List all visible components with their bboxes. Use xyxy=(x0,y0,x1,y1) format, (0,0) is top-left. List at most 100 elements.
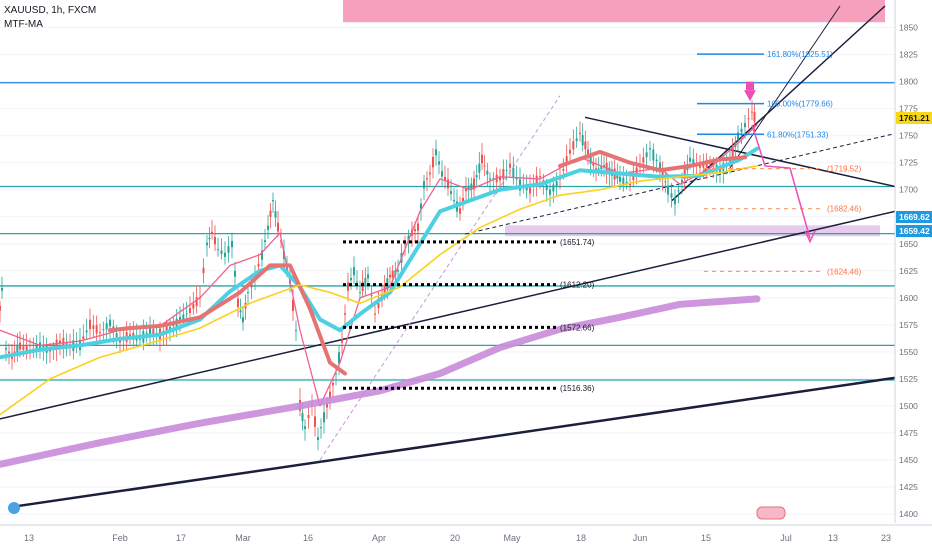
candle-body xyxy=(102,329,105,331)
candle-body xyxy=(689,157,691,162)
candle-body xyxy=(426,178,428,180)
candle-body xyxy=(359,292,361,294)
candle-body xyxy=(182,314,185,320)
candle-body xyxy=(344,313,346,315)
candle-body xyxy=(470,183,473,190)
candle-body xyxy=(224,252,226,257)
candle-body xyxy=(473,178,475,190)
candle-body xyxy=(35,346,38,350)
candle-body xyxy=(269,210,272,217)
price-tick-label: 1625 xyxy=(899,266,918,276)
candle-body xyxy=(719,168,721,173)
candle-body xyxy=(195,297,198,307)
price-tick-label: 1725 xyxy=(899,158,918,168)
candle-body xyxy=(19,342,21,350)
candle-body xyxy=(1,287,3,291)
candle-body xyxy=(549,189,551,195)
candle-body xyxy=(85,330,88,333)
time-tick-label: Jul xyxy=(780,533,792,543)
channel-line xyxy=(729,5,841,169)
time-tick-label: May xyxy=(503,533,521,543)
candle-body xyxy=(740,128,743,133)
projection-path xyxy=(751,124,811,239)
candle-body xyxy=(326,403,328,408)
candle-body xyxy=(447,179,449,189)
price-tick-label: 1500 xyxy=(899,401,918,411)
candle-body xyxy=(417,223,419,231)
dotted-level-label: (1572.66) xyxy=(560,323,595,332)
candle-body xyxy=(389,274,391,278)
candle-body xyxy=(185,313,188,315)
candle-body xyxy=(481,154,483,164)
candle-body xyxy=(261,250,263,260)
candle-body xyxy=(165,326,168,334)
candle-body xyxy=(304,426,306,430)
candle-body xyxy=(751,111,753,113)
candle-body xyxy=(189,308,191,313)
candle-body xyxy=(429,172,431,175)
candle-body xyxy=(169,326,171,330)
target-level-label: (1719.52) xyxy=(827,165,862,174)
candle-body xyxy=(82,336,85,339)
candle-body xyxy=(589,153,592,164)
candle-body xyxy=(465,187,467,192)
candle-body xyxy=(317,437,319,440)
candle-body xyxy=(397,270,399,272)
candle-body xyxy=(341,339,343,343)
fib-level-label: 161.80%(1825.51) xyxy=(767,50,833,59)
target-level-label: (1682.46) xyxy=(827,205,862,214)
candle-body xyxy=(115,333,118,338)
price-tick-label: 1600 xyxy=(899,293,918,303)
price-tick-label: 1450 xyxy=(899,455,918,465)
candle-body xyxy=(459,208,461,214)
price-tick-label: 1775 xyxy=(899,104,918,114)
time-tick-label: 23 xyxy=(881,533,891,543)
time-tick-label: Jun xyxy=(633,533,648,543)
time-tick-label: 15 xyxy=(701,533,711,543)
candle-body xyxy=(592,162,595,166)
candle-body xyxy=(105,323,108,330)
time-tick-label: Mar xyxy=(235,533,251,543)
price-badge xyxy=(896,211,932,223)
price-tick-label: 1750 xyxy=(899,131,918,141)
candle-body xyxy=(356,281,358,283)
price-badge-label: 1659.42 xyxy=(899,226,930,236)
candle-body xyxy=(267,225,269,230)
candle-body xyxy=(5,347,7,350)
candle-body xyxy=(584,141,587,150)
candle-body xyxy=(338,352,340,364)
candle-body xyxy=(172,324,175,327)
price-tick-label: 1550 xyxy=(899,347,918,357)
projection-arrowhead xyxy=(804,230,816,244)
candle-body xyxy=(55,339,58,350)
price-badge-label: 1669.62 xyxy=(899,212,930,222)
candle-body xyxy=(667,185,669,195)
candle-body xyxy=(450,191,452,195)
candle-body xyxy=(519,179,521,191)
dotted-level-label: (1651.74) xyxy=(560,238,595,247)
candle-body xyxy=(565,156,568,165)
candle-body xyxy=(616,175,619,179)
candle-body xyxy=(220,250,223,254)
candle-body xyxy=(16,344,19,356)
candle-body xyxy=(301,413,304,422)
candle-body xyxy=(453,200,455,202)
candle-body xyxy=(257,264,260,267)
down-arrow-stem xyxy=(746,81,754,91)
price-tick-label: 1850 xyxy=(899,23,918,33)
candle-body xyxy=(8,351,10,354)
candle-body xyxy=(444,176,446,181)
candle-body xyxy=(529,185,531,194)
candle-body xyxy=(227,246,230,253)
candle-body xyxy=(674,197,676,205)
candle-body xyxy=(483,165,486,167)
candle-body xyxy=(274,211,277,218)
candle-body xyxy=(109,319,111,327)
candle-body xyxy=(202,267,205,274)
candle-body xyxy=(335,373,337,375)
candle-body xyxy=(608,167,611,174)
candle-body xyxy=(677,190,680,192)
candle-body xyxy=(569,149,571,154)
